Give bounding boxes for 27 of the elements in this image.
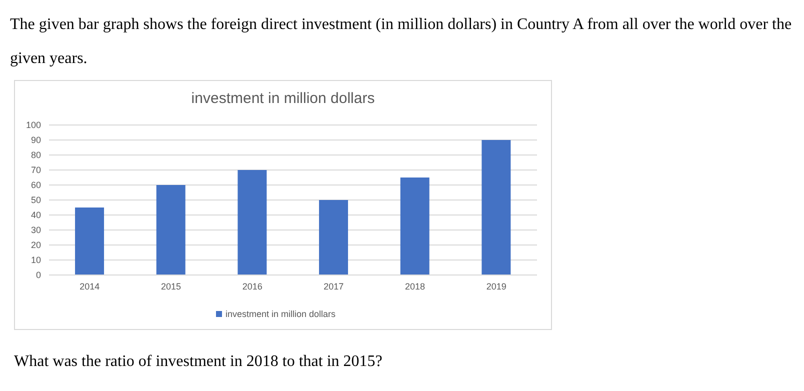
y-tick-label: 70 (30, 165, 41, 176)
y-tick-label: 0 (36, 270, 41, 280)
x-tick-label: 2016 (242, 281, 262, 292)
y-tick-label: 100 (26, 120, 41, 130)
x-tick-label: 2017 (324, 281, 344, 292)
x-tick-label: 2018 (404, 281, 426, 292)
y-tick-label: 40 (30, 210, 41, 220)
x-tick-label: 2014 (80, 281, 100, 292)
chart-subtitle: The given bar graph shows the foreign direct investment (in million dollars) in Country A from all over the world over the given years. (9, 15, 793, 69)
bar (75, 208, 104, 275)
y-tick-label: 30 (30, 225, 41, 236)
bar (156, 185, 186, 275)
legend-label: investment in million dollars (224, 309, 336, 319)
bar (400, 178, 430, 275)
x-tick-label: 2015 (160, 281, 182, 292)
bar (319, 200, 348, 275)
y-tick-label: 10 (30, 255, 41, 266)
chart-title: investment in million dollars (190, 90, 376, 107)
text: What was the ratio of investment in 2018 to that in 2015? (14, 353, 382, 371)
bar (482, 140, 511, 275)
y-tick-label: 50 (30, 195, 41, 206)
y-tick-label: 20 (30, 240, 41, 250)
y-tick-label: 90 (30, 135, 41, 146)
x-tick-label: 2019 (486, 281, 506, 292)
y-tick-label: 80 (30, 150, 41, 160)
y-tick-label: 60 (30, 180, 41, 190)
bar (238, 170, 267, 275)
